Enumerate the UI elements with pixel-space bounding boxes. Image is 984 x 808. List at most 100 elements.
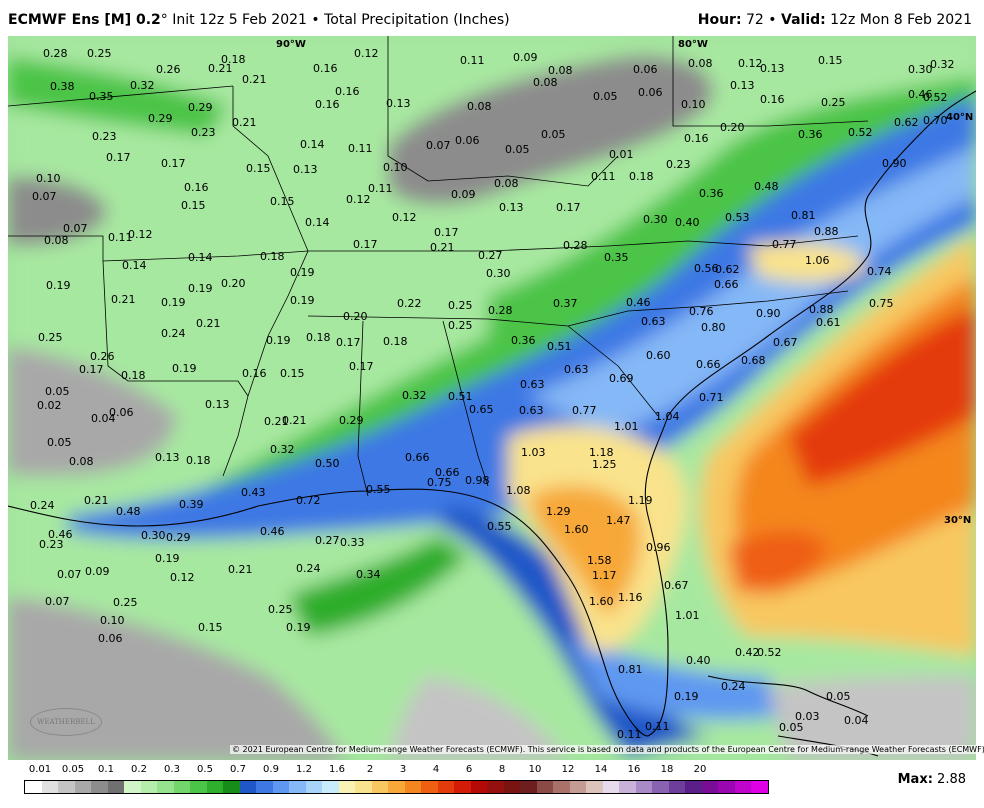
precip-value-label: 1.47 (606, 514, 631, 527)
precip-value-label: 0.88 (814, 225, 839, 238)
precip-value-label: 0.08 (548, 64, 573, 77)
precip-value-label: 0.08 (494, 177, 519, 190)
colorbar-tick-label: 8 (498, 764, 506, 775)
precip-value-label: 0.04 (91, 412, 116, 425)
precip-value-label: 0.21 (208, 62, 233, 75)
colorbar-swatch (289, 781, 306, 793)
precip-value-label: 0.28 (43, 47, 68, 60)
colorbar-swatch (437, 781, 454, 793)
colorbar-swatch (41, 781, 58, 793)
precip-value-label: 0.71 (699, 391, 724, 404)
precip-value-label: 0.30 (643, 213, 668, 226)
precip-value-label: 1.19 (628, 494, 653, 507)
precip-value-label: 0.96 (646, 541, 671, 554)
colorbar-tick-label: 0.1 (98, 764, 114, 775)
max-label: Max: (897, 772, 933, 787)
colorbar-swatch (635, 781, 652, 793)
lon-90w-label: 90°W (276, 39, 306, 50)
precip-value-label: 0.55 (366, 483, 391, 496)
precip-value-label: 0.19 (290, 294, 315, 307)
precip-value-label: 0.51 (448, 390, 473, 403)
precip-value-label: 0.16 (184, 181, 209, 194)
precip-value-label: 0.18 (221, 53, 246, 66)
precip-value-label: 0.67 (773, 336, 798, 349)
precip-value-labels: 0.28 0.25 0.18 0.120.11 0.090.08 0.06 0.08 0.12… (30, 47, 955, 741)
precip-value-label: 0.08 (44, 234, 69, 247)
precip-value-label: 0.38 (50, 80, 75, 93)
precip-value-label: 0.09 (513, 51, 538, 64)
precip-value-label: 0.50 (315, 457, 340, 470)
colorbar-swatch (223, 781, 240, 793)
map-header: ECMWF Ens [M] 0.2° Init 12z 5 Feb 2021 •… (0, 0, 984, 36)
precip-value-label: 0.66 (405, 451, 430, 464)
precip-value-label: 0.08 (69, 455, 94, 468)
hour-value: 72 (741, 12, 764, 28)
separator: • (763, 12, 781, 28)
colorbar-tick-label: 1.6 (329, 764, 345, 775)
precip-value-label: 0.16 (335, 85, 360, 98)
colorbar-tick-label: 4 (432, 764, 440, 775)
precip-value-label: 0.36 (699, 187, 724, 200)
precip-value-label: 0.13 (730, 79, 755, 92)
colorbar-tick-label: 18 (660, 764, 674, 775)
precip-value-label: 0.21 (282, 414, 307, 427)
precip-value-label: 0.98 (465, 474, 490, 487)
precip-value-label: 0.06 (455, 134, 480, 147)
precip-value-label: 1.01 (614, 420, 639, 433)
precip-value-label: 0.19 (286, 621, 311, 634)
colorbar-swatch (454, 781, 471, 793)
precip-value-label: 0.32 (130, 79, 155, 92)
precip-value-label: 0.46 (626, 296, 651, 309)
precip-value-label: 0.70 (923, 114, 948, 127)
precip-value-label: 1.17 (592, 569, 617, 582)
precip-value-label: 0.69 (609, 372, 634, 385)
precip-value-label: 0.52 (848, 126, 873, 139)
precip-value-label: 0.19 (155, 552, 180, 565)
colorbar-swatch (305, 781, 322, 793)
precip-value-label: 0.22 (397, 297, 422, 310)
colorbar-swatch (206, 781, 223, 793)
precip-value-label: 0.35 (604, 251, 629, 264)
precip-value-label: 0.17 (349, 360, 374, 373)
precip-value-label: 0.65 (469, 403, 494, 416)
colorbar-tick-label: 16 (627, 764, 641, 775)
precip-value-label: 0.11 (591, 170, 616, 183)
precip-value-label: 0.16 (760, 93, 785, 106)
precip-value-label: 0.35 (89, 90, 114, 103)
precip-value-label: 0.63 (520, 378, 545, 391)
colorbar-swatch (652, 781, 669, 793)
precip-value-label: 0.51 (547, 340, 572, 353)
precip-value-label: 0.24 (30, 499, 55, 512)
colorbar-swatches (24, 780, 769, 794)
precip-value-label: 0.48 (116, 505, 141, 518)
product-name: Total Precipitation (Inches) (324, 12, 510, 28)
precip-value-label: 0.40 (686, 654, 711, 667)
precip-value-label: 0.26 (156, 63, 181, 76)
precip-value-label: 0.24 (296, 562, 321, 575)
precip-value-label: 0.32 (270, 443, 295, 456)
precip-value-label: 0.20 (720, 121, 745, 134)
precip-value-label: 0.55 (487, 520, 512, 533)
precip-value-label: 0.21 (84, 494, 109, 507)
precip-value-label: 0.32 (930, 58, 955, 71)
precip-value-label: 0.15 (181, 199, 206, 212)
precip-value-label: 0.21 (228, 563, 253, 576)
precip-value-label: 0.18 (383, 335, 408, 348)
precip-value-label: 0.21 (111, 293, 136, 306)
precip-value-label: 0.13 (205, 398, 230, 411)
precip-value-label: 0.27 (478, 249, 503, 262)
precip-value-label: 0.46 (48, 528, 73, 541)
precip-value-label: 0.04 (844, 714, 869, 727)
precip-value-label: 0.13 (760, 62, 785, 75)
precip-value-label: 0.25 (38, 331, 63, 344)
colorbar-tick-label: 0.7 (230, 764, 246, 775)
precip-value-label: 0.08 (533, 76, 558, 89)
precip-value-label: 0.16 (684, 132, 709, 145)
precip-value-label: 0.17 (79, 363, 104, 376)
precip-value-label: 0.07 (63, 222, 88, 235)
precip-value-label: 0.61 (816, 316, 841, 329)
precip-value-label: 0.14 (122, 259, 147, 272)
colorbar-swatch (619, 781, 636, 793)
precip-value-label: 0.25 (448, 299, 473, 312)
colorbar-swatch (751, 781, 768, 793)
